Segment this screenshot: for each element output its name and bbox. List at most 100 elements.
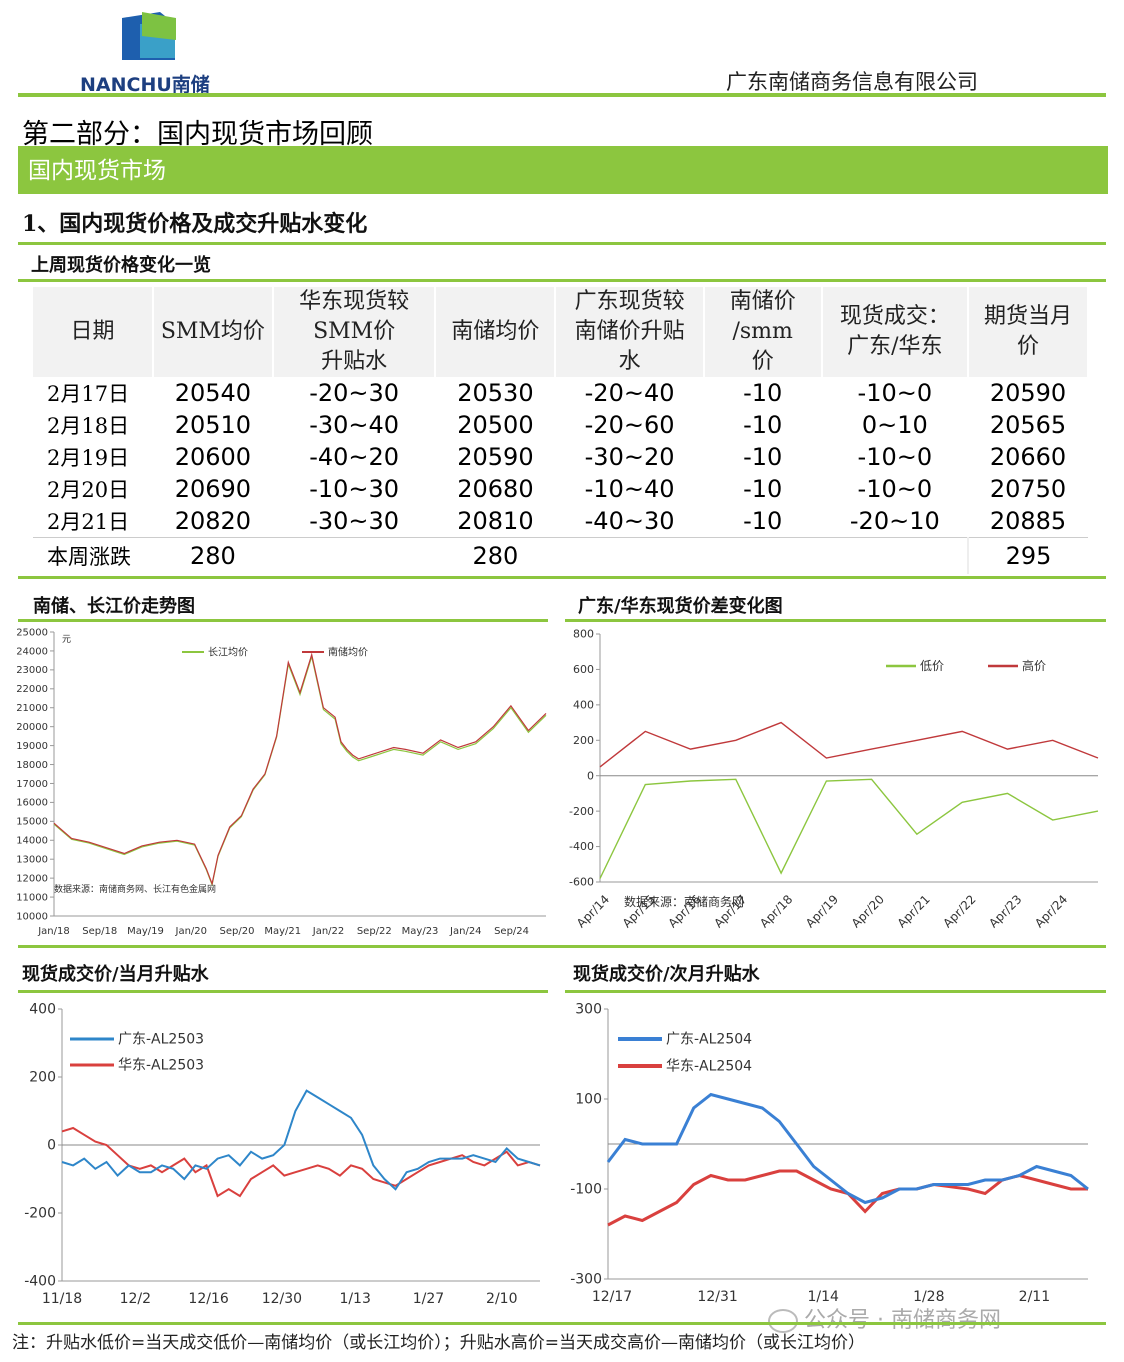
value-cell: 20885 [989,507,1067,535]
y-tick-label: 600 [573,663,594,676]
x-tick-label: Apr/24 [1032,892,1070,930]
x-tick-label: May/19 [127,926,164,937]
x-tick-label: Sep/22 [357,926,392,937]
divider [18,242,1106,245]
x-tick-label: 1/14 [807,1289,839,1305]
y-tick-label: -600 [569,876,594,889]
header-divider [18,93,1106,97]
date-cell: 2月19日 [47,446,130,470]
table-header-cell: 现货成交： 广东/华东 [821,287,970,377]
y-tick-label: 24000 [16,646,48,657]
x-tick-label: Apr/18 [757,892,795,930]
summary-label: 本周涨跌 [33,537,153,574]
divider [18,1322,1106,1325]
value-cell: 0~10 [861,411,928,439]
value-cell: -30~30 [309,507,400,535]
value-cell: -10~0 [857,475,933,503]
summary-value: 280 [152,537,273,574]
series-line [599,778,1099,879]
x-tick-label: May/23 [402,926,439,937]
x-tick-label: Apr/19 [803,892,841,930]
logo-mark-icon [122,12,176,60]
y-tick-label: -200 [24,1206,56,1222]
section-title: 1、国内现货价格及成交升贴水变化 [22,211,368,237]
value-cell: -30~20 [584,443,675,471]
summary-value [272,537,436,574]
table-header-cell: 期货当月价 [968,287,1089,377]
chart1-svg: 10000 11000 12000 13000 14000 15000 16000 17000… [16,627,547,937]
value-cell: -20~30 [309,379,400,407]
summary-value: 280 [435,537,556,574]
x-tick-label: 1/27 [413,1291,444,1307]
y-tick-label: 25000 [16,627,48,638]
chart1-title: 南储、长江价走势图 [33,596,195,617]
chart4-svg: -300 -100 100 300 12/17 12/31 1/14 1/28 2/11 广东-A… [570,1002,1089,1305]
value-cell: 20750 [989,475,1067,503]
legend-label: 广东-AL2503 [118,1032,204,1048]
series-line [606,1092,1089,1205]
section-banner: 国内现货市场 [18,146,1108,194]
legend-label: 长江均价 [208,646,248,658]
x-tick-label: Jan/20 [175,926,208,937]
value-cell: -20~10 [849,507,940,535]
legend-label: 低价 [920,659,944,673]
y-tick-label: -300 [570,1272,602,1288]
value-cell: 20565 [989,411,1067,439]
divider [565,990,1106,993]
logo: NANCHU南储 [80,10,230,96]
divider [565,619,1106,622]
series-line [61,1126,541,1198]
y-tick-label: 20000 [16,722,48,733]
x-tick-label: Sep/20 [220,926,255,937]
x-tick-label: 11/18 [42,1291,82,1307]
series-line [53,652,547,886]
table-title: 上周现货价格变化一览 [31,255,211,276]
table-row: 2月21日 20820 -30~30 20810 -40~30 -10 -20~10 2088… [33,505,1088,538]
watermark-text: 公众号 · 南储商务网 [804,1308,1001,1333]
y-tick-label: 400 [573,699,594,712]
x-tick-label: Apr/20 [849,892,887,930]
y-tick-label: 21000 [16,703,48,714]
divider [18,619,548,622]
x-tick-label: 2/10 [486,1291,517,1307]
y-tick-label: 300 [575,1002,602,1018]
y-tick-label: 15000 [16,817,48,828]
chart4-title: 现货成交价/次月升贴水 [573,964,760,985]
divider [18,576,1106,579]
date-cell: 2月18日 [47,414,130,438]
y-tick-label: -400 [569,840,594,853]
value-cell: -30~40 [309,411,400,439]
x-tick-label: Sep/24 [494,926,529,937]
y-tick-label: 22000 [16,684,48,695]
date-cell: 2月20日 [47,478,130,502]
y-tick-label: 19000 [16,741,48,752]
legend-label: 华东-AL2503 [118,1058,204,1074]
table-header-cell: 南储均价 [435,287,557,377]
divider [18,279,1106,282]
value-cell: 20600 [174,443,252,471]
legend-label: 华东-AL2504 [666,1059,752,1075]
summary-row: 本周涨跌 280 280 295 [33,537,1088,574]
table-row: 2月17日 20540 -20~30 20530 -20~40 -10 -10~0 20590 [33,377,1088,409]
summary-value [703,537,822,574]
divider [18,990,548,993]
x-tick-label: 12/17 [592,1289,632,1305]
watermark: 公众号 · 南储商务网 [768,1302,1001,1334]
value-cell: -10~30 [309,475,400,503]
source-note: 数据来源：南储商务网 [624,894,744,909]
value-cell: -10~40 [584,475,675,503]
legend-label: 广东-AL2504 [666,1032,752,1048]
x-tick-label: Apr/14 [574,892,612,930]
x-tick-label: Apr/23 [986,892,1024,930]
table-header-cell: 南储价/smm 价 [703,287,823,377]
table-row: 2月19日 20600 -40~20 20590 -30~20 -10 -10~0 20660 [33,441,1088,473]
footnote: 注：升贴水低价=当天成交低价—南储均价（或长江均价）；升贴水高价=当天成交高价—… [12,1333,865,1353]
value-cell: 20690 [174,475,252,503]
date-cell: 2月21日 [47,510,130,534]
x-tick-label: 12/16 [188,1291,228,1307]
y-tick-label: 0 [47,1138,56,1154]
legend-label: 南储均价 [328,645,368,658]
x-tick-label: 12/30 [262,1291,302,1307]
y-tick-label: 0 [587,769,594,782]
